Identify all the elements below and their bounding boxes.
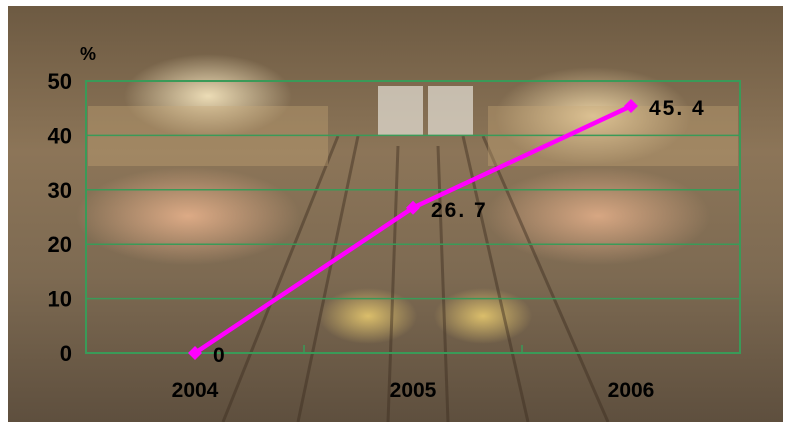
data-point [624, 99, 638, 114]
chart-background: 0 10 20 30 40 50 2004 2005 2006 % 0 26. 7 45. 4 [8, 6, 783, 422]
data-point [406, 200, 420, 215]
y-axis-unit-label: % [80, 44, 96, 64]
x-tick-label: 2004 [172, 379, 219, 402]
x-tick-label: 2006 [608, 379, 655, 402]
data-point [188, 346, 202, 360]
x-tick-label: 2005 [390, 379, 437, 402]
series-line [193, 103, 632, 355]
line-chart: 0 10 20 30 40 50 2004 2005 2006 % 0 26. 7 45. 4 [48, 44, 741, 402]
y-tick-label: 40 [48, 123, 72, 148]
data-label: 45. 4 [649, 97, 706, 120]
data-label: 0 [213, 344, 227, 367]
data-label: 26. 7 [431, 199, 488, 222]
y-tick-label: 10 [48, 287, 72, 312]
y-tick-label: 0 [60, 341, 72, 366]
y-tick-label: 20 [48, 232, 72, 257]
y-tick-label: 30 [48, 178, 72, 203]
plot-area-border [85, 80, 741, 354]
y-tick-label: 50 [48, 69, 72, 94]
